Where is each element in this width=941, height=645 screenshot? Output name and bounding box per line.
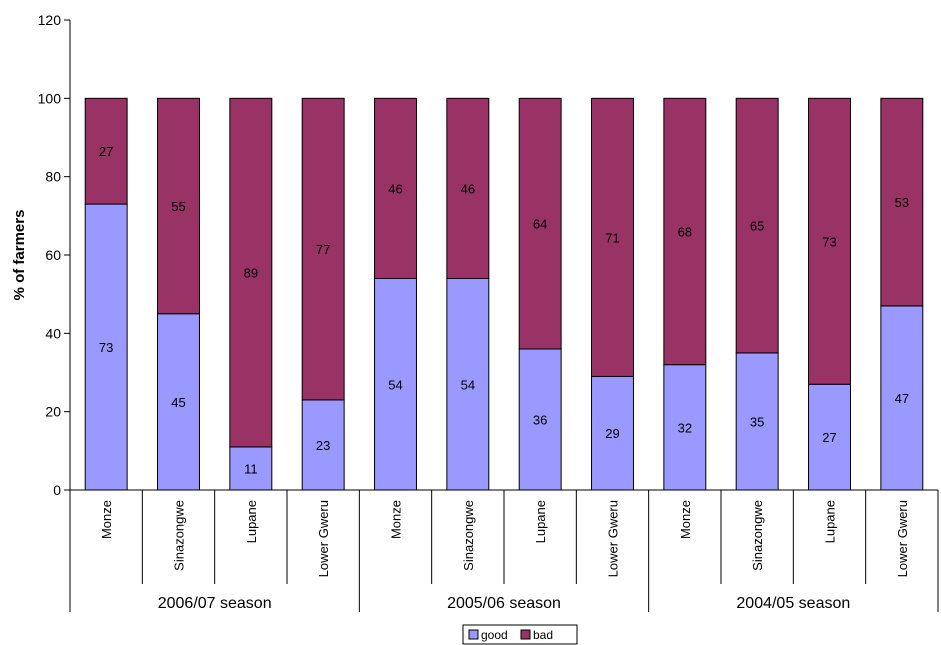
data-label-bad: 64 — [533, 217, 547, 232]
data-label-good: 23 — [316, 438, 330, 453]
data-label-good: 73 — [99, 340, 113, 355]
bar-bad — [880, 97, 924, 307]
category-label: Lupane — [244, 500, 259, 543]
y-tick-label: 80 — [45, 169, 61, 185]
data-label-bad: 68 — [678, 225, 692, 240]
data-label-bad: 77 — [316, 242, 330, 257]
y-tick-label: 100 — [38, 90, 62, 106]
y-axis-label: % of farmers — [11, 210, 28, 301]
data-label-good: 32 — [678, 420, 692, 435]
data-label-bad: 71 — [605, 230, 619, 245]
bar-good — [229, 446, 273, 491]
category-label: Monze — [389, 500, 404, 539]
y-tick-label: 0 — [53, 482, 61, 498]
bar-bad — [229, 97, 273, 448]
category-label: Lower Gweru — [606, 500, 621, 577]
data-label-bad: 55 — [171, 199, 185, 214]
category-label: Sinazongwe — [172, 500, 187, 571]
bar-good — [84, 203, 128, 491]
data-label-good: 45 — [171, 395, 185, 410]
group-label: 2004/05 season — [736, 595, 850, 612]
bar-bad — [157, 97, 200, 315]
data-label-bad: 89 — [244, 266, 258, 281]
bar-bad — [663, 97, 707, 366]
category-label: Monze — [99, 500, 114, 539]
data-label-bad: 53 — [895, 195, 909, 210]
category-label: Lupane — [533, 500, 548, 543]
data-label-good: 54 — [461, 377, 475, 392]
bar-bad — [301, 97, 345, 401]
data-label-good: 36 — [533, 413, 547, 428]
category-label: Lower Gweru — [895, 500, 910, 577]
bar-good — [157, 313, 200, 491]
data-label-good: 35 — [750, 414, 764, 429]
y-tick-label: 20 — [45, 404, 61, 420]
legend-box — [462, 624, 578, 645]
group-label: 2006/07 season — [158, 595, 272, 612]
data-label-bad: 46 — [461, 181, 475, 196]
category-label: Sinazongwe — [750, 500, 765, 571]
bar-bad — [84, 97, 128, 205]
data-label-bad: 65 — [750, 219, 764, 234]
data-label-good: 47 — [895, 391, 909, 406]
data-label-bad: 46 — [388, 181, 402, 196]
bar-good — [663, 364, 707, 491]
data-label-good: 27 — [822, 430, 836, 445]
bar-good — [446, 278, 490, 491]
y-tick-label: 120 — [38, 12, 62, 28]
legend-swatch — [520, 629, 531, 640]
legend-entry: bad — [533, 628, 553, 642]
y-tick-label: 60 — [45, 247, 61, 263]
bar-bad — [518, 97, 562, 350]
data-label-good: 29 — [605, 426, 619, 441]
category-label: Lower Gweru — [316, 500, 331, 577]
group-label: 2005/06 season — [447, 595, 561, 612]
bar-bad — [591, 97, 634, 377]
bar-bad — [374, 97, 417, 280]
bar-bad — [808, 97, 851, 385]
data-label-good: 11 — [244, 461, 258, 476]
data-label-bad: 27 — [99, 144, 113, 159]
category-label: Monze — [678, 500, 693, 539]
data-label-bad: 73 — [822, 234, 836, 249]
legend-entry: good — [481, 628, 508, 642]
category-label: Lupane — [823, 500, 838, 543]
plot-area: 0 20 40 60 80 100 120 73 27 45 55 11 89 23 77 54 46 54 46 3… — [38, 12, 939, 645]
bar-good — [735, 352, 779, 491]
category-label: Sinazongwe — [461, 500, 476, 571]
bar-good — [880, 305, 924, 491]
bar-bad — [446, 97, 490, 280]
data-label-good: 54 — [388, 377, 402, 392]
bar-bad — [735, 97, 779, 354]
y-tick-label: 40 — [45, 325, 61, 341]
bar-good — [808, 383, 851, 491]
legend-swatch — [468, 629, 479, 640]
